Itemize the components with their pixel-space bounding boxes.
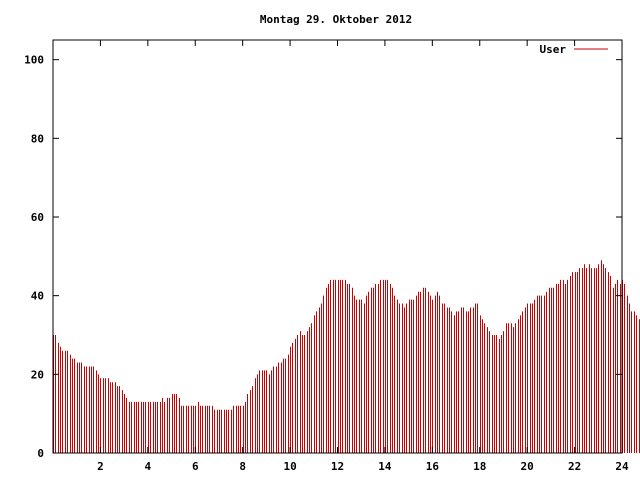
x-tick-label: 16 xyxy=(426,460,440,473)
y-tick-label: 60 xyxy=(31,211,44,224)
x-tick-label: 20 xyxy=(521,460,534,473)
legend-label: User xyxy=(540,43,567,56)
x-tick-label: 22 xyxy=(568,460,581,473)
y-tick-label: 0 xyxy=(37,447,44,460)
plot-frame xyxy=(52,39,623,454)
legend: User xyxy=(540,43,608,56)
chart-title: Montag 29. Oktober 2012 xyxy=(260,13,412,26)
bars xyxy=(53,260,640,453)
y-tick-label: 100 xyxy=(24,54,44,67)
x-tick-label: 8 xyxy=(239,460,246,473)
y-tick-label: 40 xyxy=(31,290,44,303)
x-tick-label: 24 xyxy=(615,460,629,473)
x-tick-label: 4 xyxy=(145,460,152,473)
x-tick-label: 2 xyxy=(97,460,104,473)
x-tick-label: 12 xyxy=(331,460,344,473)
x-tick-label: 14 xyxy=(378,460,392,473)
x-tick-label: 18 xyxy=(473,460,486,473)
y-tick-label: 80 xyxy=(31,132,44,145)
x-tick-label: 10 xyxy=(283,460,296,473)
y-tick-label: 20 xyxy=(31,368,44,381)
x-tick-label: 6 xyxy=(192,460,199,473)
